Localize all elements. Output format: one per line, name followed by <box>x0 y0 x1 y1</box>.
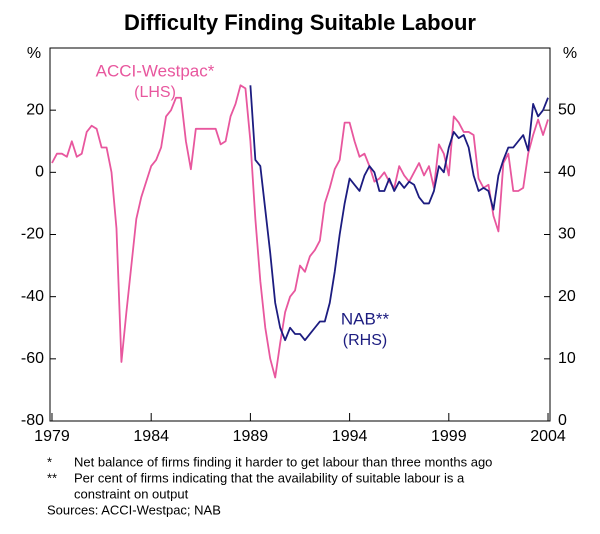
note-marker: * <box>47 454 52 469</box>
y-tick-label: -20 <box>21 226 44 243</box>
plot-frame <box>49 47 551 422</box>
y-tick-label: 0 <box>35 164 44 181</box>
x-tick-label: 1999 <box>431 428 467 445</box>
x-tick-label: 1989 <box>233 428 269 445</box>
y-tick-label: 20 <box>26 101 44 118</box>
y2-tick-label: 50 <box>558 101 576 118</box>
y-tick-label: -60 <box>21 350 44 367</box>
y2-tick-label: 20 <box>558 288 576 305</box>
note-marker: ** <box>47 470 57 485</box>
y-tick-label: -80 <box>21 412 44 429</box>
series-label: ACCI-Westpac* <box>96 61 215 80</box>
series-line <box>51 84 549 379</box>
x-tick-label: 1979 <box>34 428 70 445</box>
series-line <box>249 85 549 342</box>
y2-axis-label: % <box>563 45 577 62</box>
y2-tick-label: 0 <box>558 412 567 429</box>
y2-tick-label: 30 <box>558 226 576 243</box>
sources: Sources: ACCI-Westpac; NAB <box>47 502 221 517</box>
note-text: constraint on output <box>74 486 189 501</box>
x-tick-label: 1994 <box>332 428 368 445</box>
y-axis-label: % <box>27 45 41 62</box>
x-tick-label: 1984 <box>133 428 169 445</box>
y2-tick-label: 10 <box>558 350 576 367</box>
series-label: NAB** <box>341 309 390 328</box>
chart-title: Difficulty Finding Suitable Labour <box>124 10 476 35</box>
x-tick-label: 2004 <box>530 428 566 445</box>
note-text: Net balance of firms finding it harder t… <box>74 454 492 469</box>
y2-tick-label: 40 <box>558 164 576 181</box>
y-tick-label: -40 <box>21 288 44 305</box>
series-axis-note: (RHS) <box>343 332 387 349</box>
note-text: Per cent of firms indicating that the av… <box>74 470 465 485</box>
series-axis-note: (LHS) <box>134 84 176 101</box>
